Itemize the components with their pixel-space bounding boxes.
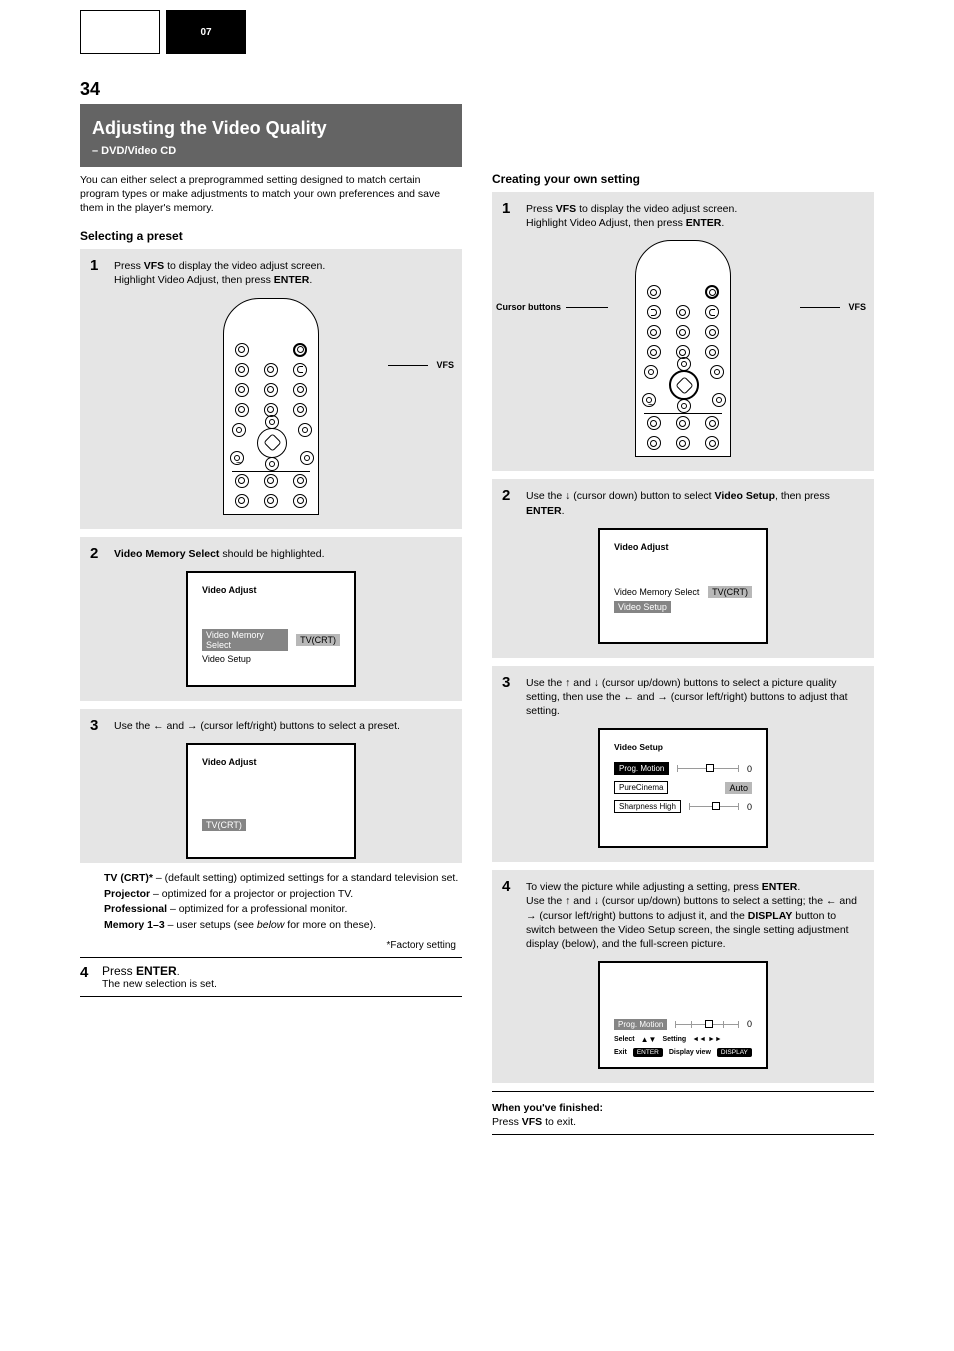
- tv-screen: Video Adjust Video Memory SelectTV(CRT) …: [598, 528, 768, 644]
- callout-vfs: VFS: [436, 360, 454, 370]
- right-step-1: 1 Press VFS to display the video adjust …: [492, 192, 874, 471]
- step-text: To view the picture while adjusting a se…: [526, 880, 862, 951]
- step-text: Video Memory Select should be highlighte…: [114, 547, 450, 561]
- left-step-1: 1 Press VFS to display the video adjust …: [80, 249, 462, 528]
- step-number: 1: [502, 200, 510, 217]
- display-pill: DISPLAY: [717, 1048, 752, 1057]
- right-column: Creating your own setting 1 Press VFS to…: [492, 104, 874, 1141]
- title-block: Adjusting the Video Quality – DVD/Video …: [80, 104, 462, 167]
- left-step-4: 4 Press ENTER. The new selection is set.: [80, 964, 462, 990]
- step-text: Use the ↓ (cursor down) button to select…: [526, 489, 862, 517]
- when-done-body: Press VFS to exit.: [492, 1116, 874, 1128]
- step-text: Press VFS to display the video adjust sc…: [526, 202, 862, 230]
- step-text: Press VFS to display the video adjust sc…: [114, 259, 450, 287]
- step-text: Use the ← and → (cursor left/right) butt…: [114, 719, 450, 733]
- tv-screen: Video Adjust Video Memory SelectTV(CRT) …: [186, 571, 356, 687]
- step-number: 3: [502, 674, 510, 691]
- step-number: 3: [90, 717, 98, 734]
- callout-vfs: VFS: [848, 302, 866, 312]
- up-down-icon: ▲▼: [641, 1035, 657, 1044]
- left-section-head: Selecting a preset: [80, 229, 462, 243]
- page-title: Adjusting the Video Quality: [92, 118, 450, 139]
- callout-cursor: Cursor buttons: [496, 302, 561, 312]
- page-number: 34: [80, 79, 874, 100]
- intro-text: You can either select a preprogrammed se…: [80, 173, 462, 216]
- remote-illustration: ~: [223, 298, 319, 515]
- step-number: 1: [90, 257, 98, 274]
- top-tabs: 07: [80, 10, 874, 54]
- right-step-3: 3 Use the ↑ and ↓ (cursor up/down) butto…: [492, 666, 874, 863]
- left-step-2: 2 Video Memory Select should be highligh…: [80, 537, 462, 701]
- remote-illustration: ~: [635, 240, 731, 457]
- left-step-3: 3 Use the ← and → (cursor left/right) bu…: [80, 709, 462, 863]
- step-number: 2: [502, 487, 510, 504]
- tab-prev: [80, 10, 160, 54]
- factory-note: *Factory setting: [80, 940, 456, 951]
- step-number: 4: [502, 878, 510, 895]
- tab-current: 07: [166, 10, 246, 54]
- right-step-4: 4 To view the picture while adjusting a …: [492, 870, 874, 1083]
- page-subtitle: – DVD/Video CD: [92, 145, 450, 157]
- step-text: Use the ↑ and ↓ (cursor up/down) buttons…: [526, 676, 862, 719]
- tv-screen: Video Setup Prog. Motion 0 PureCinemaAut…: [598, 728, 768, 848]
- right-section-head: Creating your own setting: [492, 172, 874, 186]
- step-number: 2: [90, 545, 98, 562]
- when-done-head: When you've finished:: [492, 1102, 874, 1114]
- settings-list: TV (CRT)* – (default setting) optimized …: [104, 871, 462, 934]
- enter-pill: ENTER: [633, 1048, 663, 1057]
- right-step-2: 2 Use the ↓ (cursor down) button to sele…: [492, 479, 874, 657]
- tv-screen: Prog. Motion 0 Select▲▼ Setting◄◄ ►► Exi…: [598, 961, 768, 1069]
- left-column: Adjusting the Video Quality – DVD/Video …: [80, 104, 462, 1141]
- tv-screen: Video Adjust TV(CRT): [186, 743, 356, 859]
